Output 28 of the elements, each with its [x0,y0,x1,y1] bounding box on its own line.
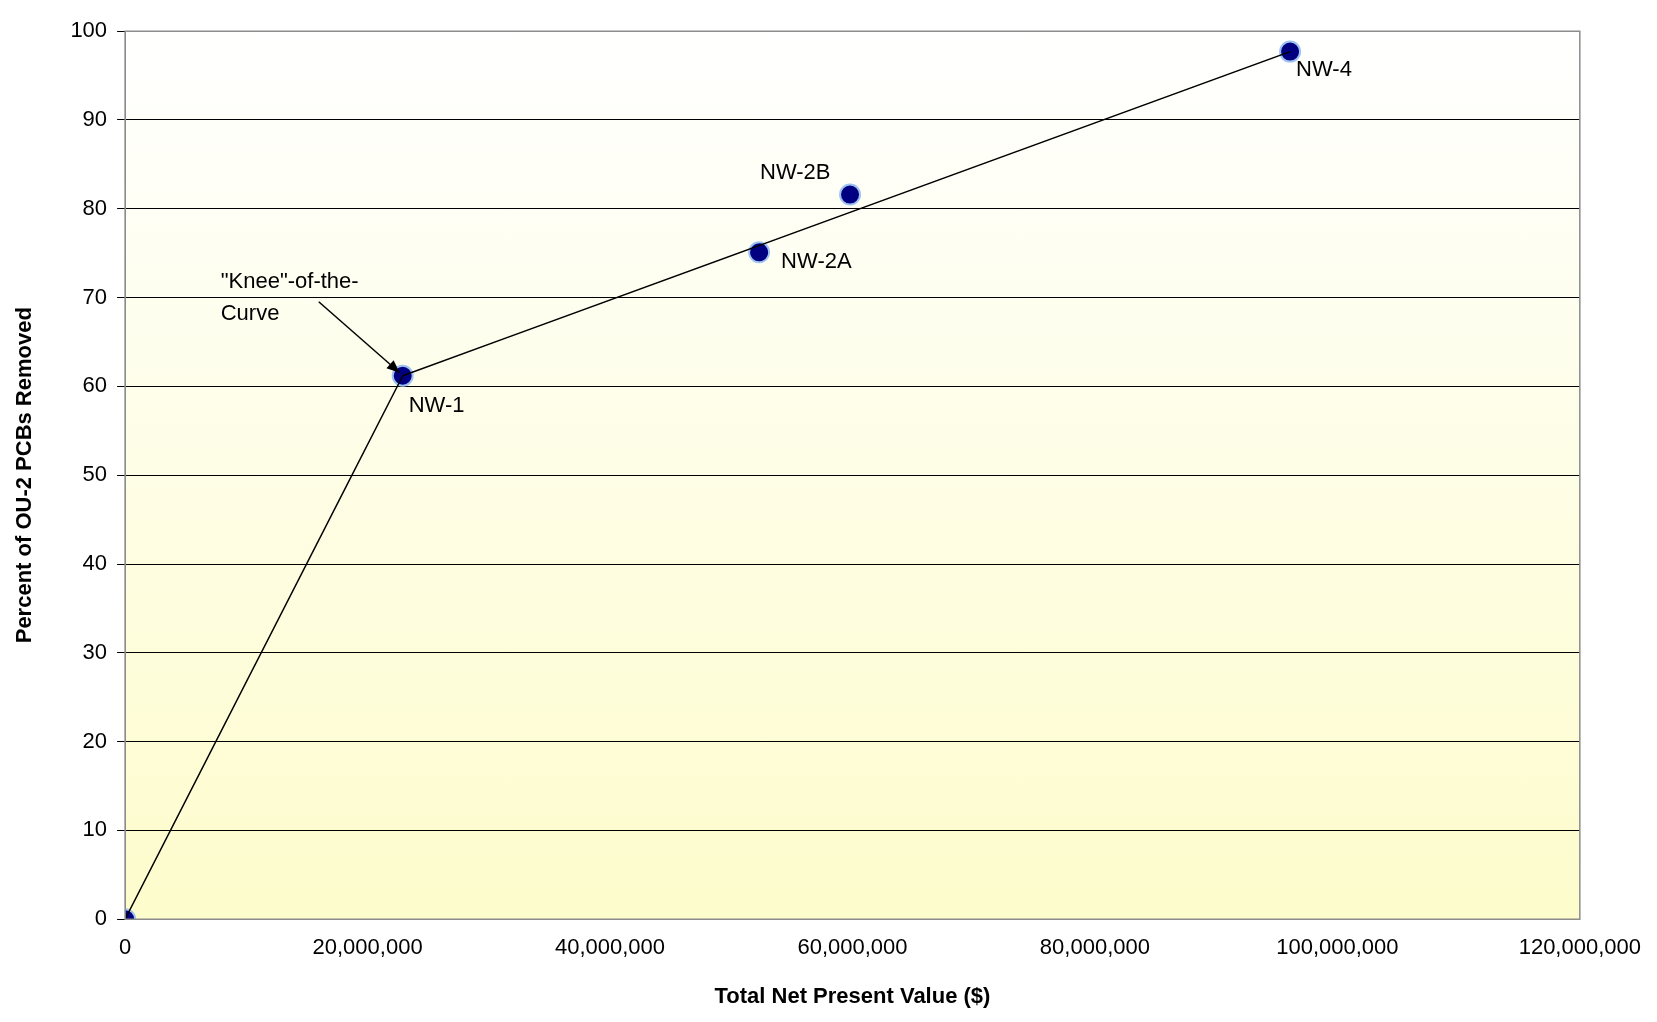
point [748,241,771,264]
y-tick-label: 20 [82,727,108,753]
y-tick-label: 90 [82,106,108,132]
x-tick-label: 60,000,000 [797,934,908,960]
y-tick-label: 80 [82,194,108,220]
point [1279,40,1302,63]
x-axis-title: Total Net Present Value ($) [714,982,991,1008]
y-tick-label: 70 [82,283,108,309]
y-tick-label: 0 [94,905,108,931]
y-tick-label: 30 [82,638,108,664]
y-tick-label: 100 [70,17,108,43]
annotation: NW-4 [1296,55,1352,81]
annotation: NW-2A [781,248,852,274]
y-tick-label: 50 [82,461,108,487]
x-tick-label: 80,000,000 [1039,934,1150,960]
y-tick-label: 60 [82,372,108,398]
annotation: NW-2B [760,158,831,184]
x-tick-label: 120,000,000 [1518,934,1641,960]
y-axis-title: Percent of OU-2 PCBs Removed [11,307,37,644]
point [839,183,862,206]
x-tick-label: 20,000,000 [312,934,423,960]
annotation: NW-1 [408,391,465,417]
y-tick-label: 40 [82,550,108,576]
x-tick-label: 100,000,000 [1276,934,1399,960]
x-tick-label: 40,000,000 [554,934,666,960]
annotation: "Knee"-of-the-Curve [220,267,359,325]
y-tick-label: 10 [82,816,108,842]
x-tick-label: 0 [118,934,132,960]
